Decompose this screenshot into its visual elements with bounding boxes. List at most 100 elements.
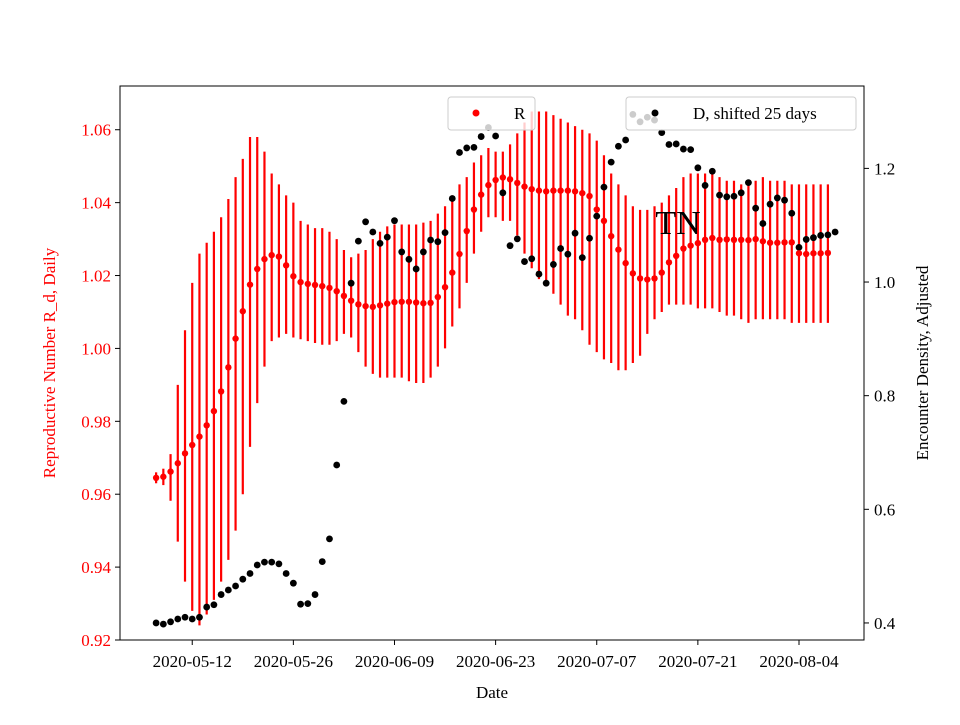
d-point <box>831 228 839 236</box>
left-y-tick-label: 0.98 <box>81 412 111 431</box>
r-point <box>290 273 297 280</box>
right-y-tick-label: 0.6 <box>874 500 895 519</box>
r-point <box>738 236 745 244</box>
legend-d-marker <box>651 109 659 117</box>
r-point <box>542 188 550 195</box>
d-point <box>174 615 182 623</box>
d-point <box>716 191 723 199</box>
r-point <box>492 176 499 184</box>
r-point <box>391 298 398 306</box>
r-point <box>369 303 377 311</box>
r-point <box>579 189 586 197</box>
d-point <box>383 233 391 241</box>
d-point <box>217 591 225 598</box>
r-point <box>275 253 283 260</box>
d-point <box>593 212 601 220</box>
r-point <box>499 174 507 181</box>
d-point <box>210 601 218 609</box>
r-point <box>803 250 810 258</box>
d-point <box>441 229 449 236</box>
d-point <box>188 615 196 623</box>
right-y-axis-ticks: 0.4 0.6 0.8 1.0 1.2 <box>864 159 896 633</box>
r-point <box>665 259 673 266</box>
x-tick-label: 2020-08-04 <box>759 652 839 671</box>
r-point <box>420 300 427 307</box>
right-y-axis-label: Encounter Density, Adjusted <box>913 265 932 460</box>
d-point <box>521 258 528 265</box>
r-point <box>203 422 210 429</box>
legend-r-box <box>447 96 536 131</box>
d-point <box>557 245 565 252</box>
d-point <box>658 129 666 136</box>
r-point <box>774 239 781 246</box>
r-point <box>636 275 644 282</box>
r-point <box>412 299 420 306</box>
r-point <box>304 280 312 288</box>
r-point <box>506 176 514 183</box>
d-point <box>781 196 788 204</box>
d-point <box>701 182 709 189</box>
r-point <box>615 246 622 253</box>
r-point <box>376 302 384 309</box>
r-point <box>687 242 694 249</box>
d-point <box>694 164 702 172</box>
d-point <box>391 217 398 225</box>
d-point <box>304 600 312 608</box>
r-point <box>225 364 232 371</box>
d-point <box>167 618 174 626</box>
left-y-tick-label: 0.92 <box>81 631 111 650</box>
r-point <box>463 227 470 235</box>
legend-d: D, shifted 25 days <box>625 96 857 131</box>
d-point <box>492 132 500 140</box>
x-tick-label: 2020-06-23 <box>456 652 535 671</box>
d-point <box>571 229 579 237</box>
d-point <box>246 570 254 577</box>
d-point <box>578 254 586 261</box>
r-error-bars <box>155 111 829 626</box>
r-point <box>340 292 348 300</box>
x-axis-ticks: 2020-05-12 2020-05-26 2020-06-09 2020-06-23… <box>153 640 839 671</box>
d-point <box>680 145 687 153</box>
d-point <box>398 248 406 256</box>
d-point <box>622 136 630 144</box>
r-point <box>514 179 521 187</box>
d-point <box>463 144 471 152</box>
left-y-tick-label: 1.06 <box>81 121 111 140</box>
r-point <box>824 249 832 257</box>
d-point <box>311 591 319 598</box>
legend-d-box <box>625 96 857 131</box>
r-point <box>810 250 817 257</box>
d-point <box>759 220 767 227</box>
r-point <box>254 265 261 273</box>
r-point <box>716 236 723 244</box>
r-point <box>607 232 615 240</box>
legend-d-label: D, shifted 25 days <box>693 104 817 123</box>
r-point <box>427 299 434 307</box>
legend-r-label: R <box>514 104 526 123</box>
r-point <box>701 236 709 244</box>
d-point <box>752 204 760 212</box>
r-point <box>694 239 702 247</box>
d-point <box>535 270 543 278</box>
r-point <box>730 236 738 244</box>
r-point <box>658 269 665 276</box>
d-point <box>152 619 160 627</box>
r-point <box>550 187 557 194</box>
r-point <box>405 298 413 305</box>
d-point <box>549 261 557 268</box>
d-point <box>766 200 774 208</box>
d-point <box>261 558 268 566</box>
d-point <box>253 561 261 569</box>
r-point <box>167 468 174 475</box>
r-point <box>174 460 181 467</box>
d-point <box>615 142 622 150</box>
r-point <box>384 300 391 307</box>
r-point <box>795 250 803 257</box>
r-point <box>181 450 189 457</box>
r-point <box>586 192 593 200</box>
r-point <box>189 441 196 449</box>
left-y-tick-label: 1.02 <box>81 267 111 286</box>
d-point <box>824 231 832 239</box>
d-point <box>419 248 427 256</box>
x-tick-label: 2020-05-12 <box>153 652 232 671</box>
